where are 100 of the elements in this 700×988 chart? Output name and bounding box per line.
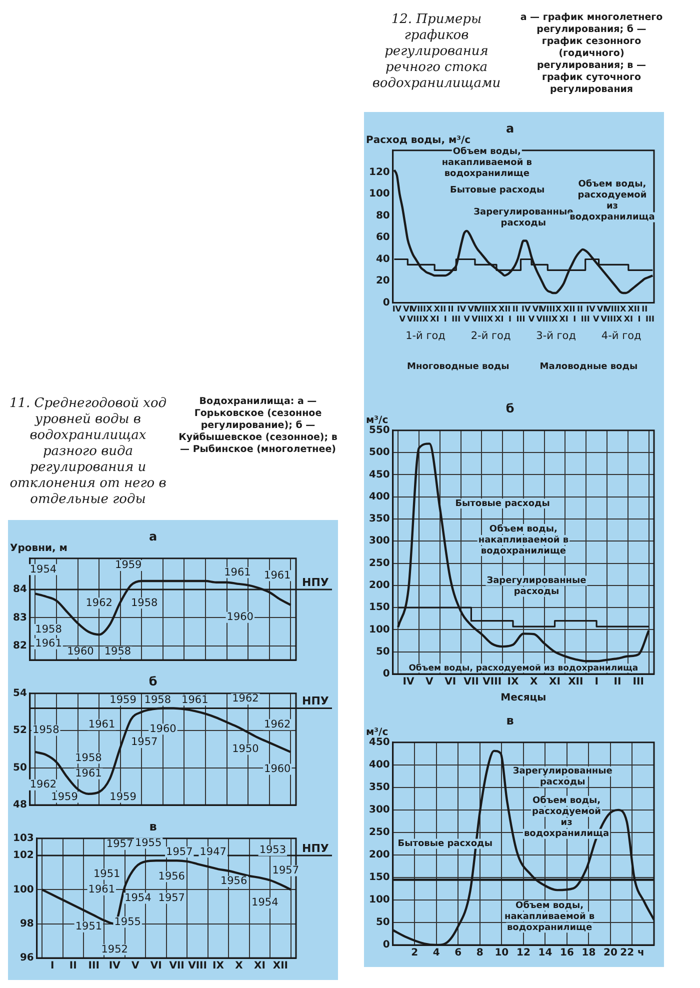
x-tick-label: II <box>576 304 583 314</box>
y-tick-label: 40 <box>376 254 390 265</box>
x-tick-label: V <box>426 676 434 688</box>
x-tick-label: VII <box>169 960 184 972</box>
x-tick-label: 8 <box>476 948 484 959</box>
y-tick-label: 84 <box>12 584 27 596</box>
x-tick-label: VIII <box>188 960 207 972</box>
annotation: 1962 <box>264 718 291 730</box>
x-tick-label: IX <box>419 314 430 324</box>
x-tick-label: VIII <box>604 304 620 314</box>
x-tick-label: X <box>555 304 562 314</box>
y-tick-label: 150 <box>369 602 390 614</box>
x-tick-label: I <box>573 314 576 324</box>
annotation: 1961 <box>224 566 251 578</box>
annotation: 1960 <box>150 722 176 735</box>
annotation: 1957 <box>158 892 185 904</box>
x-tick-label: II <box>69 960 77 972</box>
annotation: 1951 <box>75 920 102 933</box>
x-tick-label: IV <box>456 304 467 314</box>
chart-title: а <box>148 529 158 544</box>
y-tick-label: 350 <box>369 782 390 794</box>
annotation: Зарегулированные расходы <box>512 766 612 788</box>
annotation: Бытовые расходы <box>398 839 492 850</box>
y-tick-label: 0 <box>382 940 390 951</box>
annotation: 1955 <box>134 836 162 849</box>
annotation: 1959 <box>115 559 142 572</box>
chart-title: б <box>148 674 158 688</box>
y-axis-title: м³/с <box>366 414 388 426</box>
annotation: 1961 <box>75 767 102 780</box>
y-tick-label: 100 <box>369 624 390 636</box>
text: 4-й год <box>601 330 642 342</box>
y-tick-label: 150 <box>369 872 390 884</box>
annotation: 1957 <box>106 838 134 850</box>
y-tick-label: 50 <box>376 646 390 658</box>
annotation: 1954 <box>30 563 57 576</box>
x-tick-label: VI <box>468 304 477 314</box>
x-tick-label: X <box>235 960 244 972</box>
x-tick-label: 22 ч <box>620 948 644 959</box>
x-tick-label: XI <box>559 314 568 324</box>
annotation: 1947 <box>200 846 226 858</box>
chart-title: а <box>506 121 514 136</box>
annotation: 1958 <box>75 752 102 764</box>
annotation: 1956 <box>158 870 186 882</box>
annotation: 1958 <box>32 724 60 736</box>
annotation: 1958 <box>130 596 158 609</box>
x-tick-label: XI <box>549 676 560 688</box>
annotation: 1951 <box>93 868 120 880</box>
y-tick-label: 103 <box>13 832 34 844</box>
annotation: 1952 <box>101 943 128 956</box>
y-tick-label: 82 <box>12 640 27 652</box>
y-tick-label: 52 <box>12 725 27 736</box>
x-tick-label: V <box>593 314 600 324</box>
ref-line-label: НПУ <box>302 842 330 855</box>
annotation: 1957 <box>166 846 193 858</box>
x-tick-label: VIII <box>482 676 502 688</box>
x-tick-label: II <box>512 304 518 314</box>
text: 3-й год <box>536 330 576 342</box>
x-tick-label: III <box>645 314 654 324</box>
x-tick-label: 18 <box>582 948 596 959</box>
x-tick-label: V <box>464 314 471 324</box>
annotation: Объем воды, расходуемой из водохранилища <box>408 663 638 674</box>
annotation: 1961 <box>88 884 116 896</box>
x-tick-label: XII <box>568 676 584 688</box>
x-tick-label: VI <box>403 304 412 314</box>
annotation: Объем воды, накапливаемой в водохранилище <box>504 900 595 933</box>
x-tick-label: IX <box>548 314 558 324</box>
x-tick-label: 6 <box>454 948 462 959</box>
annotation: 1954 <box>252 896 279 909</box>
x-tick-label: II <box>448 304 454 314</box>
text: 1-й год <box>406 330 446 342</box>
x-tick-label: VII <box>464 676 479 688</box>
x-tick-label: IX <box>507 676 519 688</box>
x-tick-label: X <box>490 304 498 314</box>
annotation: 1958 <box>144 694 172 706</box>
y-tick-label: 200 <box>369 580 390 592</box>
x-tick-label: I <box>594 676 598 688</box>
x-tick-label: X <box>530 676 538 688</box>
annotation: 1959 <box>110 790 136 803</box>
x-tick-label: VIII <box>540 304 556 314</box>
x-tick-label: IX <box>484 314 494 324</box>
y-tick-label: 96 <box>20 952 34 964</box>
chart-title: в <box>149 819 158 834</box>
x-tick-label: IX <box>613 314 624 324</box>
x-tick-label: 20 <box>604 948 618 959</box>
x-tick-label: III <box>516 314 526 324</box>
text: а — график многолетнего регулирования; б — график сезонного (годичного) регулирования; в — график суточного регулирования <box>519 12 664 96</box>
x-tick-label: I <box>50 960 54 972</box>
y-tick-label: 120 <box>369 166 390 178</box>
x-tick-label: IV <box>522 304 532 314</box>
x-tick-label: VIII <box>410 304 426 314</box>
x-tick-label: I <box>638 314 641 324</box>
x-tick-label: II <box>614 676 622 688</box>
x-tick-label: II <box>642 304 648 314</box>
y-tick-label: 100 <box>369 188 390 200</box>
y-tick-label: 550 <box>369 424 390 436</box>
annotation: Объем воды, накапливаемой в водохранилище <box>478 523 569 556</box>
x-tick-label: VI <box>444 676 456 688</box>
x-tick-label: XII <box>628 304 640 314</box>
x-tick-label: XI <box>430 314 440 324</box>
y-tick-label: 250 <box>369 827 390 838</box>
